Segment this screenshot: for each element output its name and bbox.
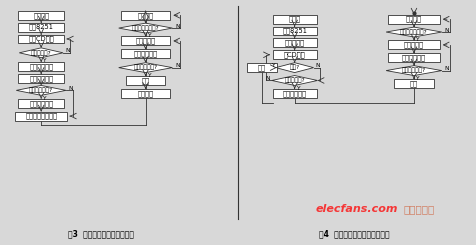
Bar xyxy=(18,11,64,20)
Text: 挂机: 挂机 xyxy=(409,80,417,87)
Text: Y: Y xyxy=(414,37,418,42)
Text: 发送校验和: 发送校验和 xyxy=(135,38,155,44)
Text: 建立通信链路: 建立通信链路 xyxy=(29,63,53,70)
Text: 读CD信号: 读CD信号 xyxy=(283,51,305,58)
Bar xyxy=(120,89,170,98)
Text: 设置8251: 设置8251 xyxy=(282,28,307,34)
Text: 载波有效否?: 载波有效否? xyxy=(31,50,51,56)
Bar xyxy=(18,74,64,83)
Text: 图4  下位机报警与呼叫程序框图: 图4 下位机报警与呼叫程序框图 xyxy=(318,229,389,238)
Text: 载波有效否?: 载波有效否? xyxy=(284,78,304,83)
Bar xyxy=(125,76,165,85)
Text: 发送命令执行应答: 发送命令执行应答 xyxy=(25,113,57,119)
Text: N: N xyxy=(444,27,448,33)
Text: N: N xyxy=(66,48,70,53)
Text: 设置8251: 设置8251 xyxy=(29,24,53,30)
Text: N: N xyxy=(315,63,319,68)
Bar xyxy=(18,23,64,32)
Bar xyxy=(272,27,316,36)
Polygon shape xyxy=(119,23,172,33)
Polygon shape xyxy=(16,86,66,95)
Bar xyxy=(247,63,276,72)
Text: N: N xyxy=(444,66,448,71)
Text: 读取CD信号: 读取CD信号 xyxy=(28,36,54,42)
Text: 挂机: 挂机 xyxy=(258,64,265,71)
Text: N: N xyxy=(175,24,179,29)
Text: 图3  下位机响应呼叫程序框图: 图3 下位机响应呼叫程序框图 xyxy=(68,229,134,238)
Text: 等待接收应答: 等待接收应答 xyxy=(133,50,157,57)
Bar xyxy=(272,38,316,47)
Bar xyxy=(272,50,316,59)
Text: 接收命令信息: 接收命令信息 xyxy=(29,75,53,82)
Text: 发主叫号码: 发主叫号码 xyxy=(284,40,304,46)
Text: 接收正确与否?: 接收正确与否? xyxy=(133,65,157,70)
Text: Y: Y xyxy=(414,76,418,81)
Text: N: N xyxy=(69,86,73,91)
Text: 数据发送结束否?: 数据发送结束否? xyxy=(131,25,159,31)
Text: 电子发烧友: 电子发烧友 xyxy=(403,204,434,214)
Bar xyxy=(18,62,64,71)
Text: 恢复现场: 恢复现场 xyxy=(137,90,153,97)
Bar xyxy=(272,15,316,24)
Bar xyxy=(387,53,439,62)
Text: 有无遥控命令?: 有无遥控命令? xyxy=(29,87,53,93)
Bar xyxy=(120,11,170,20)
Bar xyxy=(120,49,170,58)
Text: 等待接收应答: 等待接收应答 xyxy=(401,54,425,61)
Text: elecfans.com: elecfans.com xyxy=(316,204,398,214)
Bar xyxy=(15,112,67,121)
Polygon shape xyxy=(386,27,441,37)
Text: 接收正确与否?: 接收正确与否? xyxy=(401,68,425,74)
Text: 保护现场: 保护现场 xyxy=(33,12,49,19)
Text: 数据发送结束否?: 数据发送结束否? xyxy=(399,29,427,35)
Text: 建立通信链路: 建立通信链路 xyxy=(282,90,306,97)
Bar xyxy=(272,89,316,98)
Bar xyxy=(387,15,439,24)
Text: 发送校验和: 发送校验和 xyxy=(403,42,423,48)
Text: 发送数据: 发送数据 xyxy=(137,12,153,19)
Text: Y: Y xyxy=(42,96,46,101)
Polygon shape xyxy=(275,63,313,73)
Text: Y: Y xyxy=(295,86,299,91)
Polygon shape xyxy=(119,63,172,73)
Text: Y: Y xyxy=(42,58,46,63)
Text: Y: Y xyxy=(147,34,150,38)
Text: 关中断: 关中断 xyxy=(288,16,300,23)
Text: 挂机: 挂机 xyxy=(141,77,149,84)
Polygon shape xyxy=(386,66,441,75)
Text: N: N xyxy=(175,63,179,68)
Polygon shape xyxy=(271,75,317,86)
Text: 超时?: 超时? xyxy=(289,65,299,70)
Text: 发送数据: 发送数据 xyxy=(405,16,421,23)
Bar xyxy=(393,79,433,88)
Text: N: N xyxy=(265,76,269,81)
Text: Y: Y xyxy=(147,73,150,78)
Bar xyxy=(18,99,64,108)
Bar xyxy=(387,40,439,49)
Bar xyxy=(18,35,64,43)
Text: Y: Y xyxy=(270,63,274,68)
Text: 执行遥控命令: 执行遥控命令 xyxy=(29,100,53,107)
Bar xyxy=(120,37,170,45)
Polygon shape xyxy=(19,48,63,58)
